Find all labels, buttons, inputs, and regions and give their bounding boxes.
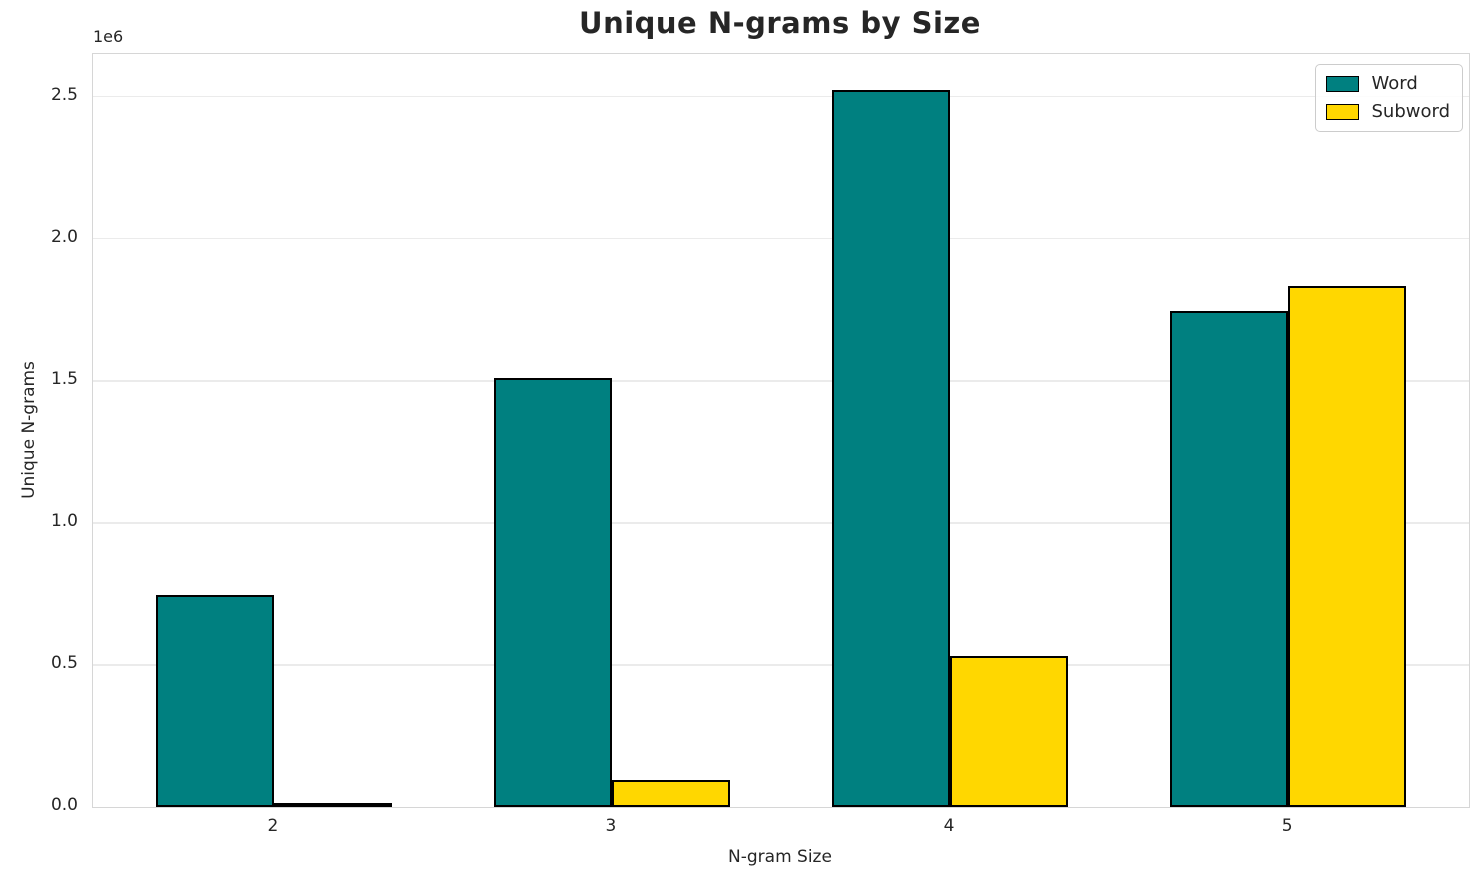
y-tick-label-2.0: 2.0 [50,226,78,247]
x-tick-label-3: 3 [605,816,617,836]
bar-subword-ngram-2 [273,802,393,807]
bar-subword-ngram-3 [611,780,731,807]
y-tick-label-0.5: 0.5 [50,652,78,673]
y-axis-offset-label: 1e6 [93,27,124,46]
y-tick-label-0.0: 0.0 [50,795,78,815]
y-tick-label-1.0: 1.0 [50,510,78,531]
legend-label-subword: Subword [1371,100,1450,122]
legend-swatch-word [1326,75,1360,92]
bar-word-ngram-5 [1169,311,1289,807]
x-tick-label-4: 4 [943,816,955,836]
gridline-y-1.5 [93,380,1469,382]
bar-word-ngram-4 [831,89,951,807]
legend-item-word: Word [1326,74,1450,94]
gridline-y-1.0 [93,522,1469,524]
x-axis-label: N-gram Size [728,847,832,867]
y-tick-label-1.5: 1.5 [50,368,78,389]
gridline-y-0.5 [93,664,1469,666]
gridline-y-2.5 [93,95,1469,98]
legend: Word Subword [1315,64,1463,132]
y-tick-label-2.5: 2.5 [50,84,78,105]
bar-word-ngram-3 [493,377,612,807]
plot-area: Word Subword [92,53,1470,808]
x-tick-label-2: 2 [267,816,279,836]
legend-label-word: Word [1371,73,1418,94]
chart-title: Unique N-grams by Size [579,6,981,40]
x-tick-label-5: 5 [1281,816,1293,836]
gridline-y-2.0 [93,237,1469,240]
bar-subword-ngram-5 [1288,285,1407,807]
legend-swatch-subword [1326,103,1360,120]
legend-item-subword: Subword [1326,100,1450,122]
bar-subword-ngram-4 [950,656,1069,807]
bar-word-ngram-2 [155,595,274,807]
